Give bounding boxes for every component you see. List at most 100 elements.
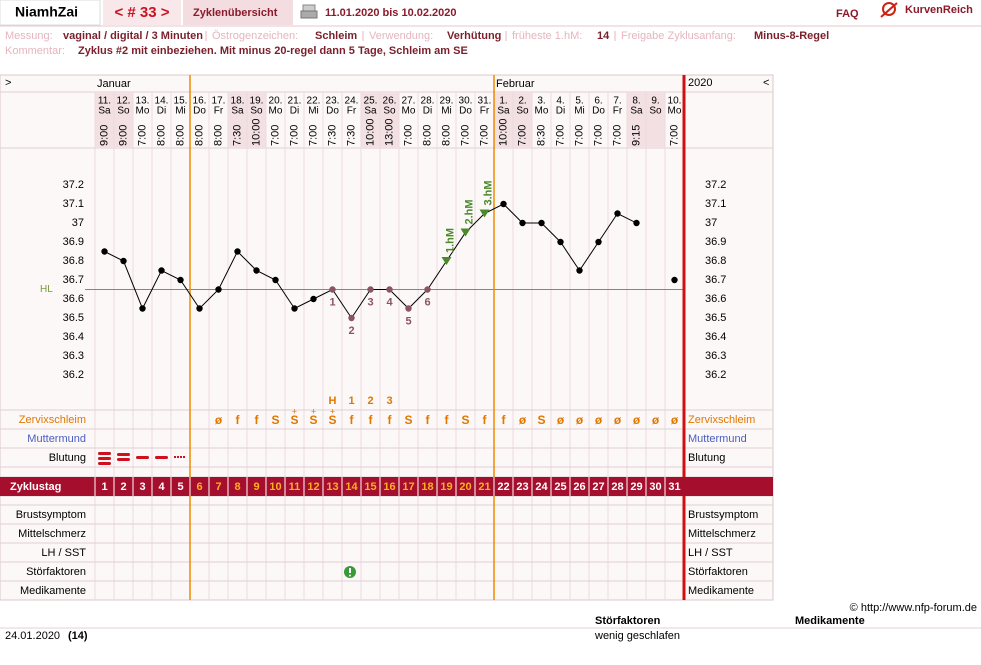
hm-label: 2.hM [463,199,475,224]
y-tick-label: 37.2 [63,179,84,191]
cycle-day: 1 [101,481,107,493]
cycle-day: 2 [120,481,126,493]
printer-icon[interactable] [300,4,318,19]
logo-text[interactable]: KurvenReich [905,4,973,16]
date: 9. [651,96,659,107]
row-label: Zervixschleim [19,414,86,426]
temperature-point [291,305,298,312]
mucus-symbol: S [271,413,279,427]
temperature-point [367,286,374,293]
cycle-day: 19 [440,481,452,493]
y-tick-label: 36.4 [63,331,84,343]
time: 7:00 [592,125,604,146]
disturbance-icon [344,566,356,578]
cycle-day: 28 [611,481,623,493]
mucus-peak: 2 [367,395,373,407]
weekday: Do [193,106,206,117]
row-label: Blutung [49,452,86,464]
mucus-symbol: S [328,413,336,427]
y-tick-label: 36.3 [63,350,84,362]
info-value: Verhütung [447,30,501,42]
row-label: Brustsymptom [16,509,86,521]
cycle-day-bar [0,477,773,496]
cycle-day: 24 [535,481,548,493]
weekend-shade [646,92,665,148]
temperature-point [424,286,431,293]
mucus-peak: 3 [386,395,392,407]
tab[interactable] [183,0,293,25]
temperature-point [253,267,260,274]
date: 6. [594,96,602,107]
weekday: Mi [574,106,585,117]
info-value: vaginal / digital / 3 Minuten [63,30,203,42]
cycle-nav[interactable]: < # 33 > [114,4,169,21]
y-tick-label-right: 37 [705,217,717,229]
y-tick-label-right: 36.4 [705,331,726,343]
weekend-shade [228,92,247,148]
cycle-day: 9 [253,481,259,493]
y-tick-label: 36.2 [63,369,84,381]
mucus-symbol: ø [519,413,527,427]
faq-link[interactable]: FAQ [836,8,859,20]
row-label-right: Mittelschmerz [688,528,756,540]
nav-next[interactable]: < [763,77,769,89]
temperature-point [215,286,222,293]
nav-box[interactable] [103,0,181,25]
date: 8. [632,96,640,107]
weekday: Fr [347,106,357,117]
cycle-day: 25 [554,481,566,493]
weekend-shade [627,92,646,148]
cycle-day: 26 [573,481,585,493]
time: 7:00 [136,125,148,146]
temperature-point [386,286,393,293]
date: 14. [155,96,169,107]
weekend-shade [247,92,266,148]
cycle-day: 13 [326,481,338,493]
row-label: LH / SST [41,547,86,559]
cycle-day: 21 [478,481,490,493]
tab-label[interactable]: Zyklenübersicht [193,7,278,19]
y-tick-label-right: 37.1 [705,198,726,210]
comment-label: Kommentar: [5,45,65,57]
date: 29. [440,96,454,107]
temperature-point [272,276,279,284]
comment-value: Zyklus #2 mit einbeziehen. Mit minus 20-… [78,45,468,57]
logo-icon [880,2,898,18]
weekend-shade [361,92,380,148]
nav-prev[interactable]: > [5,77,11,89]
time: 10:00 [364,118,376,146]
temperature-point [329,286,336,293]
mucus-plus: + [330,406,335,416]
temperature-point [519,219,526,227]
time: 8:00 [421,125,433,146]
weekday: Sa [497,106,510,117]
mucus-symbol: f [426,413,431,427]
mucus-symbol: S [290,413,298,427]
row-label-right: Zervixschleim [688,414,755,426]
period: 11.01.2020 bis 10.02.2020 [325,7,457,19]
y-tick-label: 36.6 [63,293,84,305]
low-label: 5 [405,315,411,327]
weekday: Di [290,106,299,117]
time: 9:00 [117,125,129,146]
chart-frame [0,74,774,601]
weekday: Sa [630,106,643,117]
date: 22. [307,96,321,107]
cycle-day: 7 [215,481,221,493]
weekend-shade [513,92,532,148]
weekday: Fr [480,106,490,117]
mucus-symbol: S [404,413,412,427]
info-label: Messung: [5,30,53,42]
x-axis-label: Zyklustag [10,481,61,493]
mucus-symbol: ø [671,413,679,427]
weekday: Di [157,106,166,117]
entry-date: 24.01.2020 [5,630,60,642]
cycle-day: 16 [383,481,395,493]
hm-label: 1.hM [444,228,456,253]
weekend-shade [380,92,399,148]
mucus-symbol: ø [614,413,622,427]
weekday: Di [556,106,565,117]
cycle-day: 20 [459,481,471,493]
low-label: 4 [386,296,393,308]
